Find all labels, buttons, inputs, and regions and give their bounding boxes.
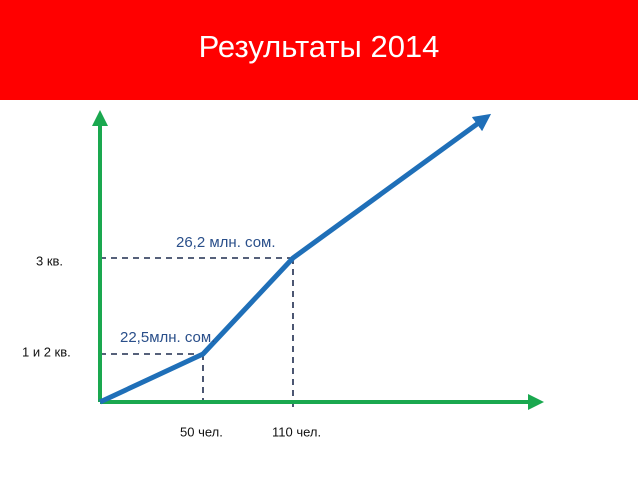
- y-label: 1 и 2 кв.: [22, 344, 71, 359]
- growth-line: [98, 113, 492, 405]
- point-label: 22,5млн. сом.: [120, 329, 215, 346]
- header-bar: [0, 0, 638, 100]
- guides: [100, 257, 294, 408]
- x-label: 50 чел.: [180, 424, 223, 439]
- x-label: 110 чел.: [272, 424, 321, 439]
- point-label: 26,2 млн. сом.: [176, 234, 276, 251]
- y-label: 3 кв.: [36, 253, 63, 268]
- title: Результаты 2014: [199, 29, 440, 64]
